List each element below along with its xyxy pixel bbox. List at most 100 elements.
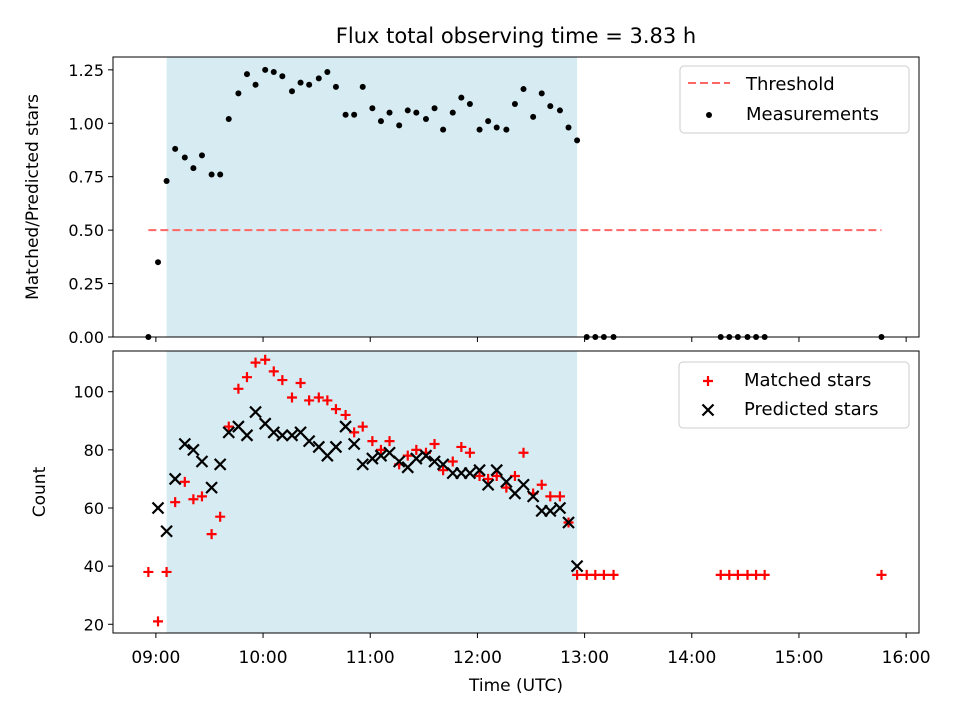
measurement-point — [386, 109, 393, 116]
matched-star-point — [608, 569, 619, 580]
measurement-point — [458, 94, 465, 101]
predicted-star-point — [347, 437, 361, 451]
measurement-point — [413, 109, 420, 116]
predicted-star-point — [463, 466, 477, 480]
bottom-legend: Matched stars Predicted stars — [678, 361, 910, 429]
matched-star-point — [277, 375, 288, 386]
matched-star-point — [474, 471, 485, 482]
measurement-point — [262, 66, 269, 73]
measurement-point — [324, 68, 331, 75]
predicted-star-point — [481, 478, 495, 492]
matched-star-point — [876, 569, 887, 580]
top-panel-ratio: 0.00 0.25 0.50 0.75 1.00 1.25 Matched/Predicte… — [23, 56, 920, 347]
y-tick-label: 100 — [73, 383, 104, 402]
legend-threshold-label: Threshold — [745, 74, 835, 95]
legend-matched-swatch — [703, 376, 713, 386]
top-legend-box — [679, 65, 910, 134]
measurement-point — [270, 68, 277, 75]
matched-star-point — [447, 456, 458, 467]
legend-measurement-swatch — [706, 112, 712, 118]
predicted-star-point — [267, 426, 281, 439]
predicted-star-point — [187, 443, 200, 457]
measurement-point — [243, 71, 250, 78]
matched-star-point — [724, 569, 735, 580]
x-tick-label: 12:00 — [453, 648, 502, 668]
matched-star-point — [375, 444, 386, 455]
predicted-star-point — [410, 452, 423, 465]
x-axis-label: Time (UTC) — [468, 676, 563, 696]
measurement-point — [538, 90, 545, 97]
measurement-point — [181, 154, 188, 161]
observing-window-span — [166, 351, 578, 633]
matched-star-point — [304, 395, 315, 406]
matched-star-point — [322, 395, 333, 406]
matched-star-point — [742, 569, 753, 580]
matched-star-point — [367, 436, 378, 447]
measurement-point — [155, 259, 162, 266]
y-tick-label: 0.00 — [68, 328, 104, 347]
predicted-star-point — [222, 426, 236, 439]
matched-star-point — [295, 377, 306, 388]
measurement-point — [396, 122, 403, 129]
matched-star-point — [196, 491, 207, 502]
measurement-point — [476, 126, 483, 133]
matched-star-point — [751, 569, 762, 580]
x-tick-label: 09:00 — [131, 648, 180, 668]
matched-star-point — [340, 409, 351, 420]
measurement-point — [217, 171, 224, 178]
predicted-star-point — [151, 501, 165, 515]
measurement-point — [351, 111, 358, 118]
measurement-point — [511, 101, 518, 108]
predicted-star-point — [490, 463, 503, 477]
matched-star-point — [598, 569, 609, 580]
matched-star-point — [554, 491, 565, 502]
measurement-point — [208, 171, 215, 178]
measurement-point — [440, 126, 447, 133]
matched-star-point — [206, 529, 217, 540]
predicted-star-point — [570, 559, 584, 573]
y-tick-label: 1.25 — [68, 61, 104, 80]
measurement-point — [404, 107, 411, 114]
y-tick-label: 0.50 — [68, 221, 104, 240]
measurement-point — [574, 137, 581, 144]
matched-star-point — [313, 392, 324, 403]
matched-star-point — [143, 566, 154, 577]
measurement-point — [190, 165, 197, 172]
matched-star-point — [759, 569, 770, 580]
predicted-star-point — [419, 449, 433, 462]
x-tick-label: 15:00 — [774, 648, 823, 668]
matched-star-point — [268, 366, 279, 377]
predicted-star-point — [160, 524, 173, 538]
measurement-point — [315, 75, 322, 82]
matched-star-point — [536, 479, 547, 490]
predicted-star-point — [374, 449, 388, 462]
top-legend: Threshold Measurements — [679, 65, 910, 134]
matched-star-point — [581, 569, 592, 580]
measurement-point — [485, 118, 492, 125]
measurement-point — [530, 113, 537, 120]
x-tick-label: 16:00 — [882, 648, 931, 668]
chart-title: Flux total observing time = 3.83 h — [336, 24, 696, 48]
matched-star-point — [518, 447, 529, 458]
measurement-point — [556, 107, 563, 114]
matched-star-point — [411, 444, 422, 455]
predicted-star-point — [213, 458, 227, 471]
measurement-point — [377, 118, 384, 125]
matched-star-point — [545, 491, 556, 502]
measurement-point — [431, 105, 438, 112]
predicted-star-point — [195, 455, 209, 468]
predicted-star-point — [249, 405, 262, 419]
observing-window-span — [166, 57, 578, 337]
matched-star-point — [491, 471, 502, 482]
bottom-axes-frame — [112, 350, 920, 634]
predicted-star-point — [436, 458, 450, 471]
legend-predicted-swatch — [701, 403, 715, 417]
bottom-legend-box — [678, 361, 910, 429]
measurement-point — [342, 111, 349, 118]
predicted-star-point — [285, 429, 299, 442]
predicted-star-point — [553, 501, 567, 515]
y-tick-label: 20 — [84, 615, 104, 634]
y-tick-label: 0.75 — [68, 168, 104, 187]
predicted-star-point — [302, 434, 316, 448]
matched-star-point — [429, 439, 440, 450]
